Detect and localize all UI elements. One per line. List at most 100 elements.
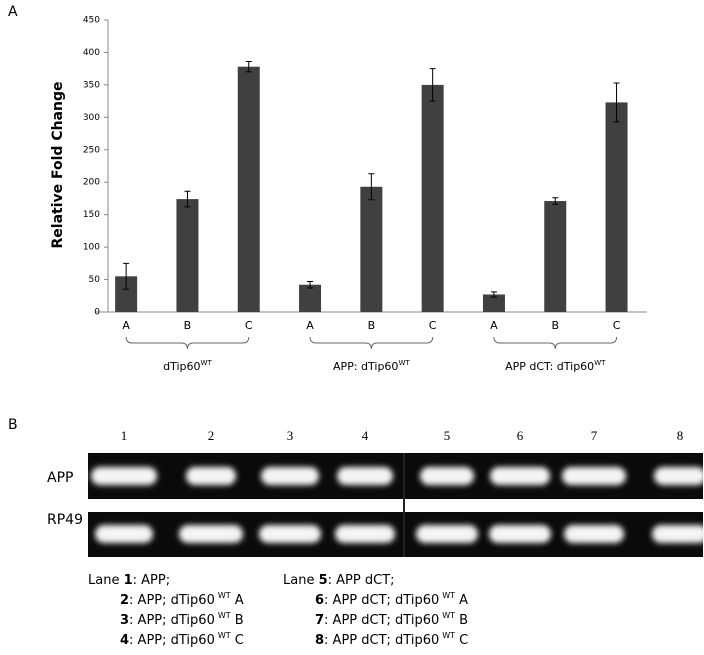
legend-text: : APP dCT; dTip60 (324, 613, 439, 628)
legend-lead: Lane (88, 573, 124, 588)
gel-band (179, 525, 243, 543)
y-tick-label: 450 (83, 16, 100, 26)
gel-band (654, 467, 704, 485)
legend-line: 7: APP dCT; dTip60 WT B (315, 611, 468, 628)
error-bar (552, 197, 559, 205)
legend-sup: WT (442, 591, 455, 600)
group-sup: WT (594, 359, 606, 367)
bar (421, 84, 444, 312)
legend-num: 3 (120, 613, 129, 628)
legend-tail: A (455, 593, 468, 608)
panel-label: B (8, 417, 18, 433)
x-tick-label: C (613, 319, 621, 332)
legend-sup: WT (442, 631, 455, 640)
legend-text: : APP dCT; (328, 573, 395, 588)
legend-num: 1 (124, 573, 133, 588)
legend-num: 5 (319, 573, 328, 588)
bar (544, 201, 567, 312)
error-bar (123, 262, 130, 290)
error-bar (429, 68, 436, 102)
gel-band (186, 467, 236, 485)
bar (176, 199, 199, 312)
legend-num: 2 (120, 593, 129, 608)
legend-line: 2: APP; dTip60 WT A (120, 591, 244, 608)
legend-text: : APP; dTip60 (129, 633, 215, 648)
x-tick-label: B (368, 319, 376, 332)
x-tick-label: B (184, 319, 192, 332)
y-tick-label: 150 (83, 210, 100, 220)
group-label: APP dCT: dTip60WT (505, 359, 606, 373)
bar (299, 284, 322, 312)
legend-sup: WT (442, 611, 455, 620)
legend-line: 6: APP dCT; dTip60 WT A (315, 591, 468, 608)
row-label: RP49 (47, 512, 83, 528)
legend-num: 6 (315, 593, 324, 608)
error-bar (490, 291, 497, 298)
lane-number: 6 (517, 428, 524, 443)
legend-text: : APP; dTip60 (129, 613, 215, 628)
x-tick-label: A (122, 319, 130, 332)
x-tick-label: C (245, 319, 253, 332)
group-sup: WT (398, 359, 410, 367)
bar (482, 294, 505, 312)
group-name: APP dCT: dTip60 (505, 360, 594, 373)
bar (360, 186, 383, 312)
gel-band (259, 525, 321, 543)
gel-band (564, 525, 624, 543)
gel-band (335, 525, 395, 543)
gel-band (490, 467, 550, 485)
legend-sup: WT (218, 631, 231, 640)
legend-tail: A (231, 593, 244, 608)
legend-text: : APP; (133, 573, 170, 588)
gel-band (489, 525, 551, 543)
gel-band (562, 467, 626, 485)
panel-label: A (8, 4, 18, 20)
y-tick-label: 50 (89, 275, 101, 285)
lane-number: 3 (287, 428, 294, 443)
group-label: dTip60WT (163, 359, 212, 373)
x-tick-label: B (551, 319, 559, 332)
group-name: APP: dTip60 (333, 360, 398, 373)
lane-number: 8 (677, 428, 684, 443)
legend-line: 8: APP dCT; dTip60 WT C (315, 631, 468, 648)
x-tick-label: C (429, 319, 437, 332)
legend-line: Lane 1: APP; (88, 573, 170, 588)
row-label: APP (47, 470, 73, 486)
lane-number: 5 (444, 428, 451, 443)
x-tick-label: A (306, 319, 314, 332)
legend-text: : APP; dTip60 (129, 593, 215, 608)
group-sup: WT (201, 359, 213, 367)
group-brace (309, 336, 434, 350)
x-tick-label: A (490, 319, 498, 332)
group-brace (125, 336, 250, 350)
group-label: APP: dTip60WT (333, 359, 410, 373)
gel-band (420, 467, 474, 485)
y-axis-label: Relative Fold Change (50, 82, 66, 249)
legend-line: 4: APP; dTip60 WT C (120, 631, 244, 648)
legend-tail: C (455, 633, 468, 648)
legend-num: 4 (120, 633, 129, 648)
legend-tail: B (231, 613, 244, 628)
y-tick-label: 400 (83, 48, 100, 58)
error-bar (368, 173, 375, 201)
error-bar (613, 82, 620, 123)
bar (237, 66, 260, 312)
error-bar (307, 281, 314, 289)
legend-tail: B (455, 613, 468, 628)
legend-text: : APP dCT; dTip60 (324, 633, 439, 648)
lane-number: 2 (208, 428, 215, 443)
error-bar (245, 61, 252, 73)
gel-band (337, 467, 393, 485)
y-tick-label: 250 (83, 145, 100, 155)
y-tick-label: 0 (94, 308, 100, 318)
y-tick-label: 100 (83, 243, 100, 253)
legend-tail: C (231, 633, 244, 648)
y-tick-label: 200 (83, 178, 100, 188)
lane-number: 7 (591, 428, 598, 443)
legend-text: : APP dCT; dTip60 (324, 593, 439, 608)
y-tick-label: 300 (83, 113, 100, 123)
gel-band (652, 525, 704, 543)
error-bar (184, 190, 191, 208)
bar (605, 102, 628, 312)
